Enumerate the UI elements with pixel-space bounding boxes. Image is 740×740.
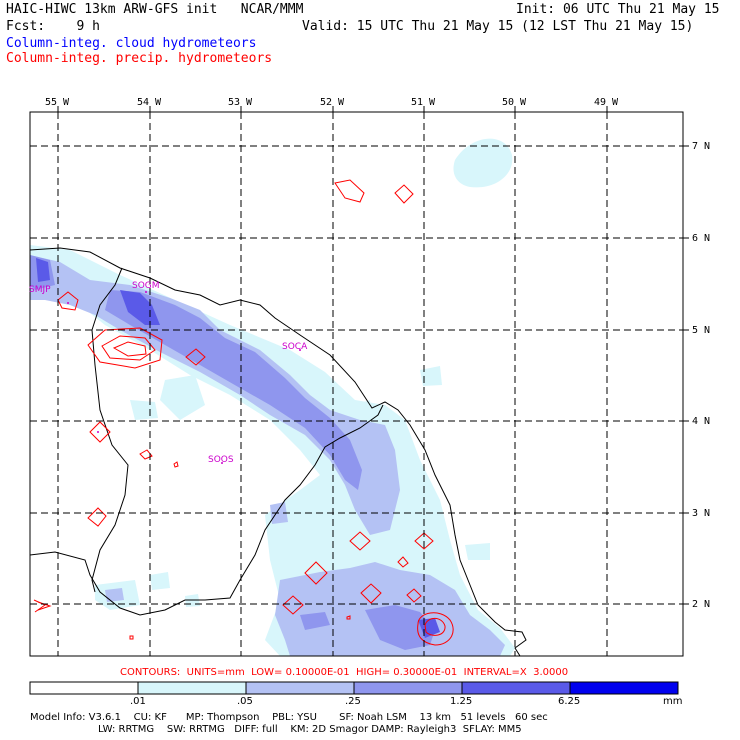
lon-label-54w: 54 W bbox=[137, 97, 162, 108]
colorbar-tick-0: .01 bbox=[130, 696, 146, 707]
model-info-line2: LW: RRTMG SW: RRTMG DIFF: full KM: 2D Sm… bbox=[98, 724, 522, 735]
lat-ticks bbox=[683, 145, 689, 605]
lon-label-49w: 49 W bbox=[594, 97, 619, 108]
lon-label-51w: 51 W bbox=[411, 97, 436, 108]
colorbar-tick-4: 6.25 bbox=[558, 696, 581, 707]
lat-label-7n: 7 N bbox=[692, 141, 711, 152]
colorbar-tick-2: .25 bbox=[345, 696, 361, 707]
lat-label-6n: 6 N bbox=[692, 233, 711, 244]
lon-label-55w: 55 W bbox=[45, 97, 70, 108]
lon-ticks bbox=[57, 106, 608, 112]
colorbar-tick-3: 1.25 bbox=[450, 696, 473, 707]
lon-label-52w: 52 W bbox=[320, 97, 345, 108]
contour-info: CONTOURS: UNITS=mm LOW= 0.10000E-01 HIGH… bbox=[120, 667, 569, 678]
init-time: Init: 06 UTC Thu 21 May 15 bbox=[516, 2, 720, 17]
shaded-fields bbox=[30, 138, 515, 656]
field-precip-label: Column-integ. precip. hydrometeors bbox=[6, 51, 273, 66]
colorbar-unit: mm bbox=[663, 696, 683, 707]
lat-label-2n: 2 N bbox=[692, 599, 711, 610]
colorbar-tick-1: .05 bbox=[237, 696, 253, 707]
valid-time: Valid: 15 UTC Thu 21 May 15 (12 LST Thu … bbox=[302, 19, 694, 34]
model-info-line1: Model Info: V3.6.1 CU: KF MP: Thompson P… bbox=[30, 712, 548, 723]
station-smjp: SMJP bbox=[29, 285, 51, 295]
station-sogm: SOGM bbox=[132, 281, 160, 291]
lat-label-5n: 5 N bbox=[692, 325, 711, 336]
lon-label-50w: 50 W bbox=[502, 97, 527, 108]
lat-lon-grid bbox=[30, 112, 683, 656]
lat-label-3n: 3 N bbox=[692, 508, 711, 519]
lon-label-53w: 53 W bbox=[228, 97, 253, 108]
map-frame bbox=[29, 111, 684, 657]
lat-label-4n: 4 N bbox=[692, 416, 711, 427]
station-soca: SOCA bbox=[282, 342, 308, 352]
field-cloud-label: Column-integ. cloud hydrometeors bbox=[6, 36, 257, 51]
colorbar bbox=[29, 681, 679, 695]
forecast-hour: Fcst: 9 h bbox=[6, 19, 100, 34]
station-soos: SOOS bbox=[208, 455, 234, 465]
station-markers bbox=[67, 291, 301, 464]
plot-title: HAIC-HIWC 13km ARW-GFS init NCAR/MMM bbox=[6, 2, 304, 17]
